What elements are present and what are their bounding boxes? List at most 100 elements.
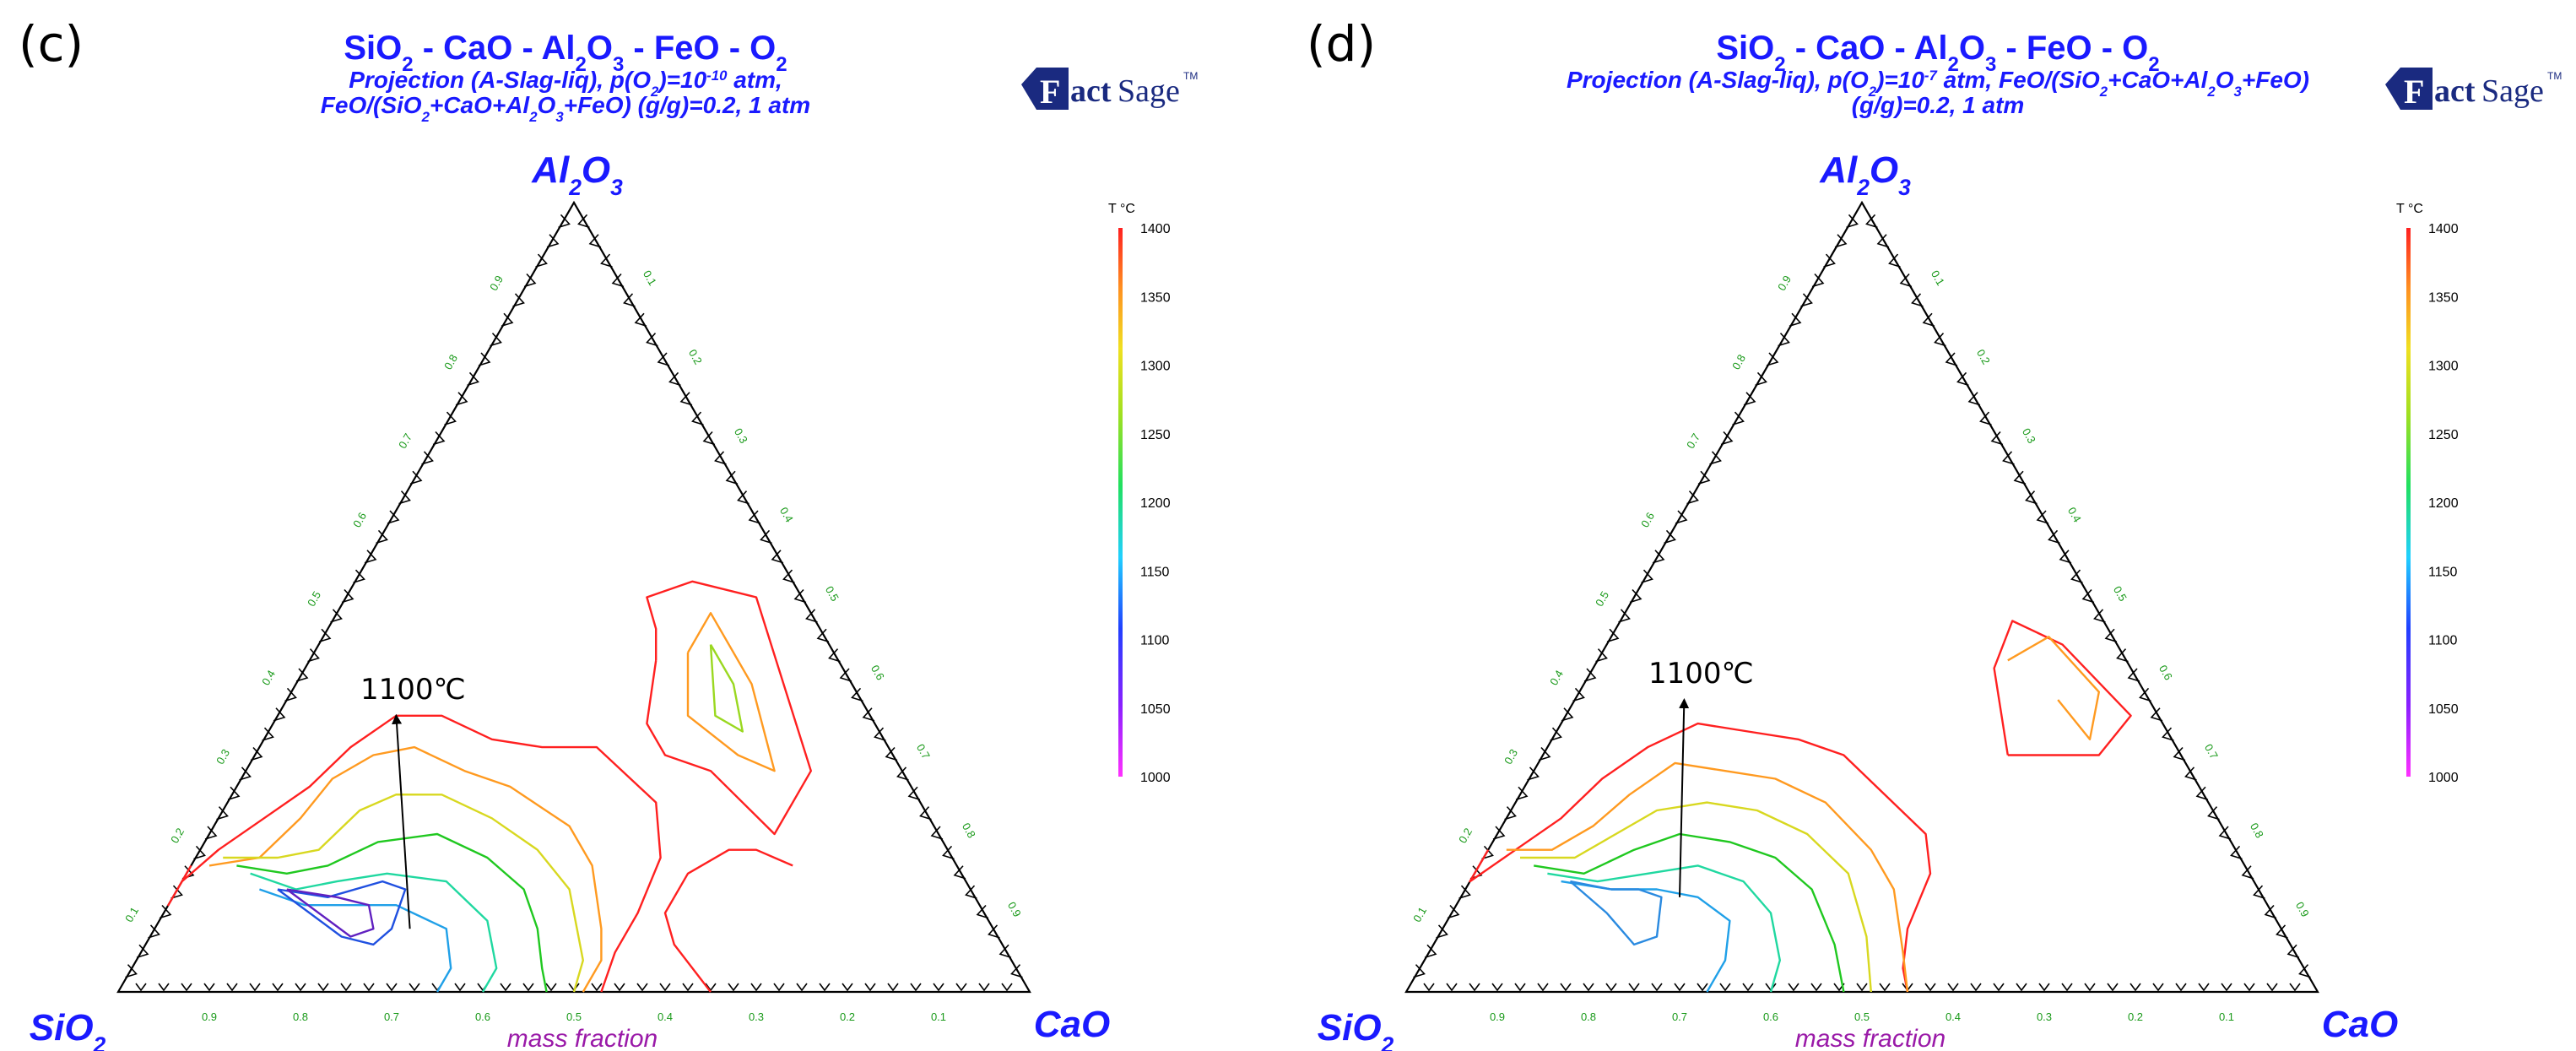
axis-label: mass fraction [1795,1025,1946,1051]
chart-subtitle-line2: FeO/(SiO2+CaO+Al2O3+FeO) (g/g)=0.2, 1 at… [321,92,810,125]
right-tick-label: 0.7 [2202,742,2221,761]
colorbar-title: T °C [2396,202,2423,216]
colorbar [2406,228,2411,777]
colorbar-tick-label: 1050 [1140,702,1171,717]
colorbar-tick-label: 1350 [1140,290,1171,305]
right-tick-label: 0.3 [732,426,750,446]
vertex-label-top: Al2O3 [531,149,623,200]
left-tick-label: 0.8 [441,352,460,371]
left-tick-label: 0.7 [1684,431,1702,451]
contour-1400 [646,580,812,836]
ternary-triangle [1404,200,2319,994]
left-tick-label: 0.7 [396,431,414,451]
right-tick-label: 0.2 [686,347,705,366]
left-tick-label: 0.3 [1502,747,1520,767]
right-tick-label: 0.4 [777,505,796,524]
ternary-chart-d: (d) SiO2 - CaO - Al2O3 - FeO - O2Projecti… [1307,15,2562,1051]
right-tick-label: 0.7 [914,742,933,761]
right-tick-label: 0.5 [2111,584,2130,604]
axis-label: mass fraction [507,1025,658,1051]
svg-text:F: F [1040,73,1060,111]
colorbar-tick-label: 1100 [2428,634,2458,648]
colorbar-tick-label: 1250 [2428,428,2459,442]
bottom-tick-label: 0.4 [658,1010,673,1023]
vertex-label-left: SiO2 [1318,1007,1394,1051]
chart-subtitle-line1: Projection (A-Slag-liq), p(O2)=10-7 atm,… [1567,67,2309,100]
annotation-label: 1100℃ [360,673,466,707]
contour-1100 [277,880,407,946]
right-tick-label: 0.4 [2065,505,2084,524]
right-tick-label: 0.1 [1929,268,1947,288]
colorbar-tick-label: 1200 [1140,496,1171,511]
colorbar-tick-label: 1150 [1140,565,1170,579]
bottom-tick-label: 0.4 [1946,1010,1961,1023]
panel-label: (c) [19,15,84,73]
svg-text:Sage: Sage [2481,73,2544,109]
bottom-tick-label: 0.7 [1672,1010,1687,1023]
ternary-chart-c: (c) SiO2 - CaO - Al2O3 - FeO - O2Projecti… [19,15,1198,1051]
right-tick-label: 0.1 [641,268,659,288]
svg-text:Sage: Sage [1118,73,1180,109]
contour-1400 [1469,722,1932,993]
colorbar-tick-label: 1100 [1140,634,1170,648]
contour-lines [1469,620,2132,993]
panel-label: (d) [1307,15,1376,73]
left-tick-label: 0.2 [168,826,187,845]
annotation-arrow [1679,698,1690,897]
colorbar-tick-label: 1050 [2428,702,2459,717]
colorbar-tick-label: 1000 [2428,771,2459,785]
annotation-arrow [392,713,411,929]
left-tick-label: 0.9 [1775,274,1794,293]
contour-1050 [286,888,375,938]
bottom-tick-label: 0.7 [384,1010,399,1023]
right-tick-label: 0.9 [1005,900,1024,919]
vertex-label-right: CaO [1034,1004,1110,1045]
bottom-tick-label: 0.6 [1763,1010,1778,1023]
left-tick-label: 0.5 [305,589,323,609]
colorbar-tick-label: 1350 [2428,290,2459,305]
contour-1400 [167,714,662,993]
bottom-tick-label: 0.5 [1854,1010,1870,1023]
right-tick-label: 0.6 [2157,663,2175,682]
left-tick-label: 0.6 [1638,510,1657,529]
svg-text:F: F [2404,73,2424,111]
contour-1250 [1534,832,1845,993]
bottom-tick-label: 0.1 [2219,1010,2234,1023]
left-tick-label: 0.5 [1593,589,1611,609]
colorbar-tick-label: 1300 [1140,360,1171,374]
vertex-label-right: CaO [2322,1004,2398,1045]
contour-1200 [1547,864,1781,993]
ternary-triangle [116,200,1031,994]
colorbar-tick-label: 1400 [2428,222,2459,236]
left-tick-label: 0.4 [259,668,278,687]
ternary-panel-d: (d) SiO2 - CaO - Al2O3 - FeO - O2 Projecti… [1288,0,2576,1051]
colorbar [1118,228,1123,777]
contour-1350 [1506,761,1909,993]
left-tick-label: 0.4 [1547,668,1566,687]
contour-1350 [2007,636,2100,740]
right-tick-label: 0.5 [823,584,842,604]
right-tick-label: 0.8 [960,821,978,840]
right-tick-label: 0.2 [1974,347,1993,366]
contour-1300 [1520,801,1872,993]
chart-subtitle-line1: Projection (A-Slag-liq), p(O2)=10-10 atm… [349,67,782,100]
bottom-tick-label: 0.2 [2128,1010,2143,1023]
left-tick-label: 0.6 [350,510,369,529]
bottom-tick-label: 0.2 [840,1010,855,1023]
bottom-tick-label: 0.6 [475,1010,490,1023]
contour-1200 [250,872,498,993]
chart-subtitle-line2: (g/g)=0.2, 1 atm [1852,92,2025,118]
colorbar-tick-label: 1300 [2428,360,2459,374]
colorbar-title: T °C [1108,202,1135,216]
bottom-tick-label: 0.9 [202,1010,217,1023]
right-tick-label: 0.8 [2248,821,2266,840]
svg-text:TM: TM [2547,70,2562,82]
right-tick-label: 0.6 [869,663,887,682]
tick-marks [125,214,1023,992]
colorbar-tick-label: 1400 [1140,222,1171,236]
left-tick-label: 0.1 [1410,905,1429,924]
colorbar-tick-label: 1250 [1140,428,1171,442]
svg-text:TM: TM [1183,70,1198,82]
contour-1100 [1569,880,1663,946]
